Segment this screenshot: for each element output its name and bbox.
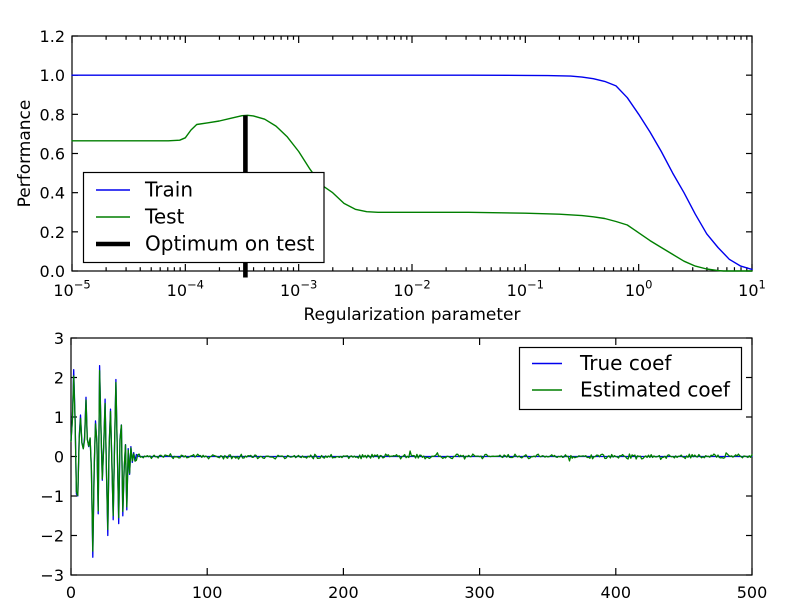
legend-label-optimum: Optimum on test (145, 232, 315, 256)
top-x-tick-label: 101 (738, 278, 766, 301)
top-y-tick-label: 0.0 (40, 262, 65, 281)
top-y-tick-label: 1.0 (40, 66, 65, 85)
top-legend: Train Test Optimum on test (82, 171, 325, 264)
top-x-tick-label: 10−2 (393, 278, 430, 301)
estimated-coef-line (70, 370, 753, 552)
top-y-tick-label: 0.2 (40, 223, 65, 242)
top-y-tick-label: 0.6 (40, 145, 65, 164)
bottom-x-tick-label: 0 (66, 583, 76, 600)
bottom-x-tick-label: 100 (192, 583, 223, 600)
legend-label-true-coef: True coef (579, 351, 672, 375)
bottom-y-tick-label: −1 (40, 487, 64, 506)
bottom-y-tick-label: 0 (54, 448, 64, 467)
train-line (71, 74, 753, 271)
bottom-legend-box (518, 346, 743, 411)
legend-label-train: Train (144, 178, 193, 202)
bottom-y-tick-label: 3 (54, 329, 64, 348)
top-y-tick-label: 1.2 (40, 27, 65, 46)
bottom-x-tick-label: 400 (601, 583, 632, 600)
top-xaxis-label: Regularization parameter (304, 305, 521, 325)
test-line (71, 114, 753, 272)
top-yaxis-label: Performance (15, 100, 35, 208)
top-x-tick-label: 10−5 (53, 278, 90, 301)
bottom-y-tick-label: 2 (54, 369, 64, 388)
bottom-x-tick-label: 200 (328, 583, 359, 600)
legend-label-test: Test (144, 205, 185, 229)
top-x-tick-label: 10−4 (167, 278, 204, 301)
bottom-x-tick-label: 300 (464, 583, 495, 600)
top-y-tick-label: 0.4 (40, 184, 65, 203)
bottom-x-tick-label: 500 (737, 583, 768, 600)
top-x-tick-label: 10−1 (507, 278, 544, 301)
bottom-legend: True coef Estimated coef (518, 346, 743, 411)
top-x-tick-label: 100 (625, 278, 653, 301)
top-y-tick-label: 0.8 (40, 105, 65, 124)
bottom-y-tick-label: 1 (54, 408, 64, 427)
legend-label-estimated-coef: Estimated coef (580, 378, 731, 402)
top-x-tick-label: 10−3 (280, 278, 317, 301)
bottom-y-tick-label: −2 (40, 527, 64, 546)
bottom-y-tick-label: −3 (40, 566, 64, 585)
